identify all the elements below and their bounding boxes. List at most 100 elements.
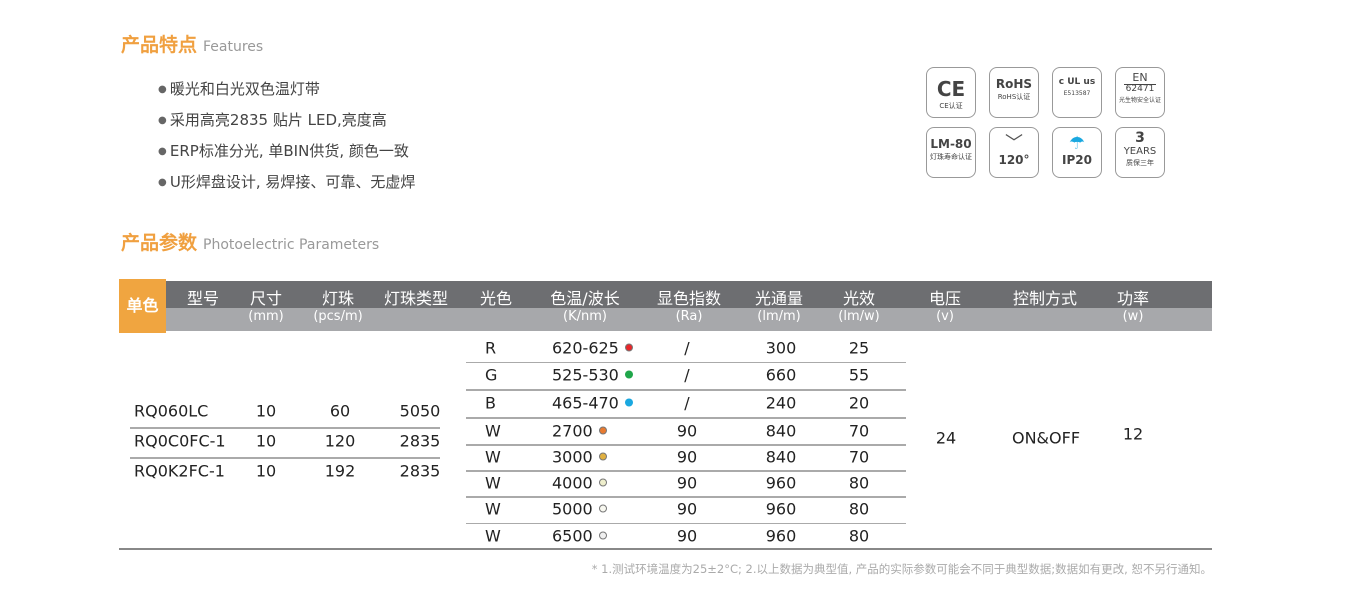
feature-item: ERP标准分光, 单BIN供货, 颜色一致	[158, 140, 409, 161]
cct-value: 4000	[552, 473, 593, 493]
color-dot-icon	[624, 343, 633, 352]
column-header: 电压	[928, 289, 962, 308]
column-unit: (pcs/m)	[313, 309, 363, 324]
light-color-cell: W	[485, 526, 501, 546]
cct-value: 525-530	[552, 365, 619, 385]
row-divider	[466, 417, 906, 419]
leds-cell: 60	[329, 401, 351, 421]
column-header: 光通量	[754, 289, 804, 308]
efficacy-cell: 70	[848, 447, 870, 467]
feature-item: 采用高亮2835 贴片 LED,亮度高	[158, 109, 387, 130]
column-header: 型号	[186, 289, 220, 308]
badge-main: 3	[1135, 130, 1145, 146]
flux-cell: 660	[765, 365, 797, 385]
badge-sub: 光生物安全认证	[1118, 96, 1161, 104]
flux-cell: 960	[765, 473, 797, 493]
column-header: 灯珠	[321, 289, 355, 308]
flux-cell: 240	[765, 393, 797, 413]
badge-main: EN	[1132, 71, 1148, 84]
badge-sub: 质保三年	[1126, 159, 1154, 168]
color-dot-icon	[598, 452, 607, 461]
light-color-cell: W	[485, 499, 501, 519]
params-subtitle: Photoelectric Parameters	[203, 237, 380, 253]
color-dot-icon	[598, 531, 607, 540]
params-title: 产品参数 Photoelectric Parameters	[121, 228, 379, 255]
leds-cell: 192	[324, 461, 356, 481]
cct-cell: 6500	[552, 527, 607, 546]
column-unit: (lm/m)	[757, 309, 801, 324]
cct-value: 465-470	[552, 393, 619, 413]
cert-badge: ﹀ 120°	[989, 127, 1039, 178]
color-dot-icon	[598, 478, 607, 487]
efficacy-cell: 20	[848, 393, 870, 413]
column-unit: (w)	[1122, 309, 1144, 324]
column-unit: (Ra)	[675, 309, 703, 324]
cct-value: 3000	[552, 447, 593, 467]
table-header-units	[166, 308, 1212, 331]
row-divider	[130, 427, 440, 429]
row-divider	[466, 444, 906, 446]
cct-value: 6500	[552, 526, 593, 546]
voltage-cell: 24	[935, 428, 957, 448]
badge-main: 120°	[998, 153, 1030, 167]
badge-main: RoHS	[995, 77, 1033, 91]
umbrella-rain-icon: ☂	[1068, 133, 1086, 154]
column-unit: (mm)	[248, 309, 284, 324]
column-unit: (v)	[936, 309, 954, 324]
cct-value: 5000	[552, 499, 593, 519]
badge-mid: YEARS	[1123, 146, 1157, 158]
cct-cell: 525-530	[552, 366, 633, 385]
column-unit: (K/nm)	[563, 309, 607, 324]
feature-item: 暖光和白光双色温灯带	[158, 78, 320, 99]
column-header: 控制方式	[1012, 289, 1078, 308]
efficacy-cell: 80	[848, 526, 870, 546]
features-title: 产品特点 Features	[121, 30, 263, 57]
ra-cell: 90	[676, 526, 698, 546]
row-divider	[130, 457, 440, 459]
features-title-cn: 产品特点	[121, 34, 198, 56]
light-color-cell: W	[485, 473, 501, 493]
flux-cell: 840	[765, 447, 797, 467]
column-header: 光效	[842, 289, 876, 308]
row-divider	[466, 389, 906, 391]
model-cell: RQ0C0FC-1	[134, 431, 226, 451]
ra-cell: /	[684, 338, 690, 358]
cert-badge: RoHS RoHS认证	[989, 67, 1039, 118]
color-dot-icon	[624, 398, 633, 407]
cct-cell: 5000	[552, 500, 607, 519]
row-divider	[466, 496, 906, 498]
column-header: 光色	[479, 289, 513, 308]
cct-cell: 2700	[552, 422, 607, 441]
light-color-cell: W	[485, 421, 501, 441]
cct-cell: 620-625	[552, 339, 633, 358]
column-header: 尺寸	[249, 289, 283, 308]
cert-badge: 3 YEARS 质保三年	[1115, 127, 1165, 178]
ra-cell: 90	[676, 499, 698, 519]
row-divider	[466, 361, 906, 363]
color-dot-icon	[624, 370, 633, 379]
row-divider	[466, 470, 906, 472]
ra-cell: 90	[676, 421, 698, 441]
cert-badge: c UL us E513587	[1052, 67, 1102, 118]
badge-main: CE	[936, 77, 966, 101]
column-header: 灯珠类型	[383, 289, 449, 308]
light-color-cell: R	[485, 338, 497, 358]
cert-badge: ☂ IP20	[1052, 127, 1102, 178]
group-label: 单色	[119, 279, 166, 333]
flux-cell: 960	[765, 526, 797, 546]
model-cell: RQ060LC	[134, 401, 209, 421]
led-type-cell: 2835	[399, 461, 441, 481]
badge-sub: E513587	[1063, 89, 1091, 97]
efficacy-cell: 55	[848, 365, 870, 385]
cct-cell: 4000	[552, 474, 607, 493]
light-color-cell: W	[485, 447, 501, 467]
feature-item: U形焊盘设计, 易焊接、可靠、无虚焊	[158, 171, 416, 192]
size-cell: 10	[255, 431, 277, 451]
flux-cell: 300	[765, 338, 797, 358]
params-title-cn: 产品参数	[121, 232, 198, 254]
badge-sub: 灯珠寿命认证	[930, 153, 972, 162]
led-type-cell: 5050	[399, 401, 441, 421]
table-header	[166, 281, 1212, 308]
color-dot-icon	[598, 426, 607, 435]
efficacy-cell: 80	[848, 499, 870, 519]
